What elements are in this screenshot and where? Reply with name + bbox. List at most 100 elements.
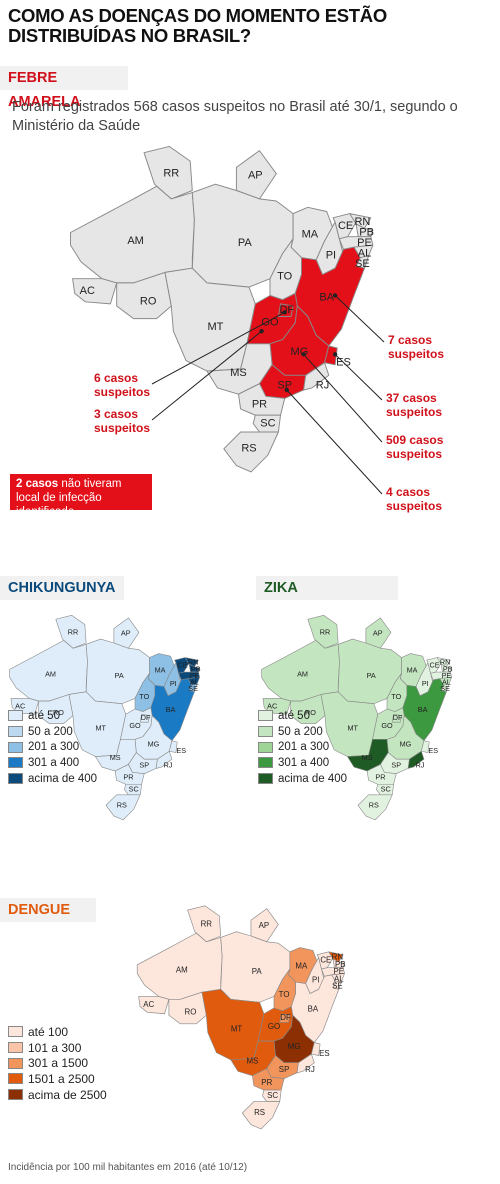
state-pi: [415, 662, 434, 697]
state-ms: [347, 739, 389, 772]
legend-item-dengue-4: acima de 2500: [8, 1087, 107, 1103]
state-ma: [290, 206, 334, 261]
state-label-ba: BA: [308, 1005, 319, 1014]
state-pa: [85, 638, 150, 705]
legend-swatch: [8, 1042, 23, 1054]
state-rn: [184, 657, 199, 668]
state-ap: [365, 617, 392, 649]
state-ma: [288, 947, 318, 984]
state-label-pi: PI: [326, 250, 336, 262]
state-label-mt: MT: [95, 724, 106, 733]
footer-note: Incidência por 100 mil habitantes em 201…: [8, 1162, 248, 1173]
state-label-to: TO: [391, 692, 401, 701]
state-se: [188, 683, 198, 693]
state-label-go: GO: [261, 317, 279, 329]
state-label-am: AM: [127, 235, 144, 247]
legend-swatch: [258, 741, 273, 753]
state-sp: [128, 752, 158, 774]
state-pb: [355, 223, 374, 238]
state-label-ap: AP: [121, 629, 131, 638]
callout-label-es: 37 casos suspeitos: [386, 391, 442, 419]
state-ce: [316, 951, 334, 970]
state-rs: [241, 1101, 281, 1130]
state-mt: [201, 988, 265, 1061]
state-label-al: AL: [190, 678, 199, 687]
legend-swatch: [8, 1026, 23, 1038]
state-rs: [105, 794, 141, 821]
legend-zika: até 50 50 a 200 201 a 300 301 a 400 acima de…: [258, 708, 347, 786]
legend-swatch: [258, 757, 273, 769]
state-to: [273, 968, 296, 1012]
state-pa: [337, 638, 402, 705]
legend-label: acima de 400: [28, 772, 98, 785]
state-label-ma: MA: [155, 666, 166, 675]
state-rs: [357, 794, 393, 821]
state-pr: [252, 1068, 285, 1091]
state-label-al: AL: [442, 678, 451, 687]
legend-label: até 50: [278, 709, 310, 722]
state-es: [169, 740, 178, 753]
legend-label: até 50: [28, 709, 60, 722]
state-label-ro: RO: [140, 296, 157, 308]
state-label-to: TO: [277, 271, 293, 283]
state-label-rj: RJ: [164, 761, 173, 770]
legend-item-chikungunya-0: até 50: [8, 708, 97, 724]
state-label-rn: RN: [440, 658, 450, 667]
state-go: [372, 707, 405, 740]
legend-dengue: até 100 101 a 300 301 a 1500 1501 a 2500 aci…: [8, 1024, 107, 1102]
section-tag-zika: ZIKA: [256, 576, 398, 600]
state-label-rn: RN: [188, 658, 198, 667]
state-ce: [332, 213, 357, 240]
state-rn: [328, 951, 344, 963]
state-rr: [187, 905, 222, 943]
state-label-pa: PA: [367, 671, 376, 680]
legend-item-dengue-0: até 100: [8, 1024, 107, 1040]
state-label-pa: PA: [252, 967, 263, 976]
state-label-mt: MT: [231, 1025, 243, 1034]
state-label-df: DF: [280, 1013, 291, 1022]
state-label-pr: PR: [261, 1078, 272, 1087]
state-go: [246, 292, 298, 345]
state-label-ma: MA: [302, 229, 319, 241]
state-am: [70, 185, 195, 284]
state-go: [257, 1006, 294, 1042]
state-am: [136, 932, 223, 1000]
state-pr: [366, 764, 397, 785]
state-ma: [147, 653, 175, 687]
section-tag-dengue: DENGUE: [0, 898, 96, 922]
state-to: [134, 673, 156, 712]
callout-line-sp: [286, 389, 383, 495]
state-label-es: ES: [336, 357, 351, 369]
state-ba: [294, 246, 365, 347]
state-pe: [430, 671, 452, 681]
legend-swatch: [258, 773, 273, 785]
legend-label: 50 a 200: [28, 725, 73, 738]
legend-chikungunya: até 50 50 a 200 201 a 300 301 a 400 acima de…: [8, 708, 97, 786]
state-label-am: AM: [297, 670, 308, 679]
febre-intro-text: Foram registrados 568 casos suspeitos no…: [12, 99, 458, 134]
state-ce: [174, 657, 190, 674]
state-label-ap: AP: [373, 629, 383, 638]
state-label-pr: PR: [375, 773, 385, 782]
legend-label: 301 a 400: [278, 756, 330, 769]
state-pe: [321, 967, 345, 977]
legend-item-dengue-2: 301 a 1500: [8, 1055, 107, 1071]
state-label-se: SE: [188, 684, 198, 693]
state-label-rs: RS: [117, 800, 127, 809]
state-label-df: DF: [279, 304, 294, 316]
callout-dot-mg: [301, 352, 306, 357]
state-label-go: GO: [129, 721, 141, 730]
state-sc: [252, 414, 281, 433]
state-pr: [238, 383, 286, 416]
legend-item-zika-2: 201 a 300: [258, 739, 347, 755]
state-mg: [273, 1014, 315, 1064]
state-mg: [386, 715, 425, 760]
state-ap: [250, 908, 279, 943]
legend-item-zika-0: até 50: [258, 708, 347, 724]
legend-item-zika-4: acima de 400: [258, 771, 347, 787]
callout-label-df: 6 casos suspeitos: [94, 371, 150, 399]
callout-label-sp: 4 casos suspeitos: [386, 485, 442, 513]
callout-dot-es: [332, 352, 338, 357]
callout-line-es: [334, 353, 383, 401]
state-sp: [266, 1055, 299, 1079]
